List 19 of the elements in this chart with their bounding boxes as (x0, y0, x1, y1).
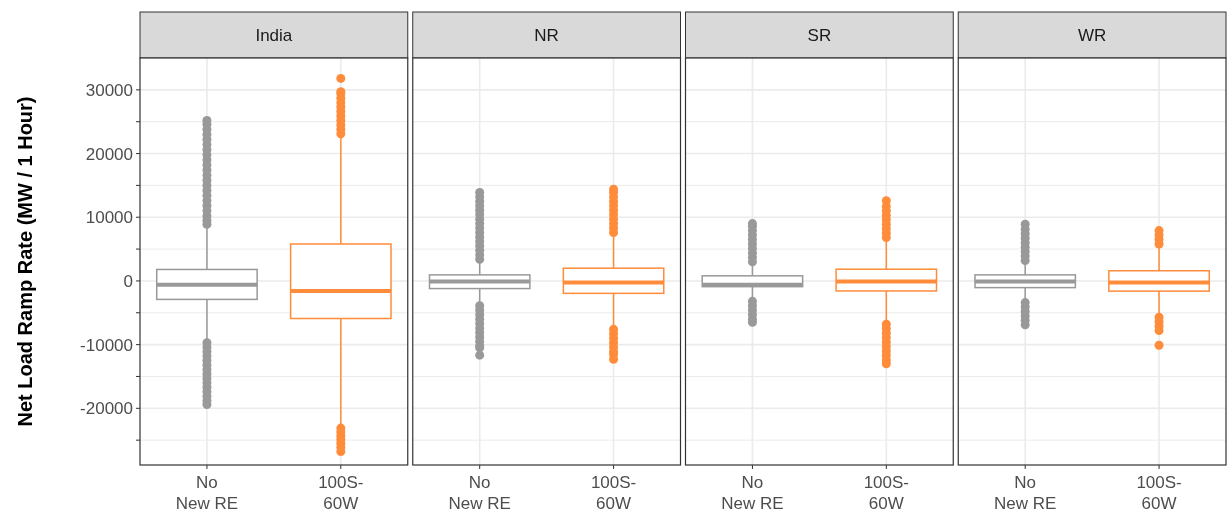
chart-title: SR (807, 26, 832, 45)
y-tick-label: 10000 (85, 208, 133, 228)
x-tick-label: No New RE (994, 473, 1057, 513)
y-tick-label: 0 (123, 271, 133, 291)
x-tick-label: No New RE (448, 473, 511, 513)
x-tick-label: No New RE (721, 473, 784, 513)
y-tick-label: 30000 (85, 80, 133, 100)
x-tick-label: 100S-60W (1136, 473, 1182, 513)
y-tick-label: -10000 (80, 335, 133, 355)
y-tick-label: 20000 (85, 144, 133, 164)
y-tick-label: -20000 (80, 399, 133, 419)
y-axis-title: Net Load Ramp Rate (MW / 1 Hour) (14, 96, 36, 427)
x-tick-label: 100S-60W (590, 473, 637, 513)
chart-title: India (255, 26, 293, 45)
chart-title: NR (534, 26, 559, 45)
x-tick-label: 100S-60W (318, 473, 364, 513)
x-tick-label: 100S-60W (863, 473, 909, 513)
x-tick-label: No New RE (175, 473, 239, 513)
chart-title: WR (1077, 26, 1107, 45)
